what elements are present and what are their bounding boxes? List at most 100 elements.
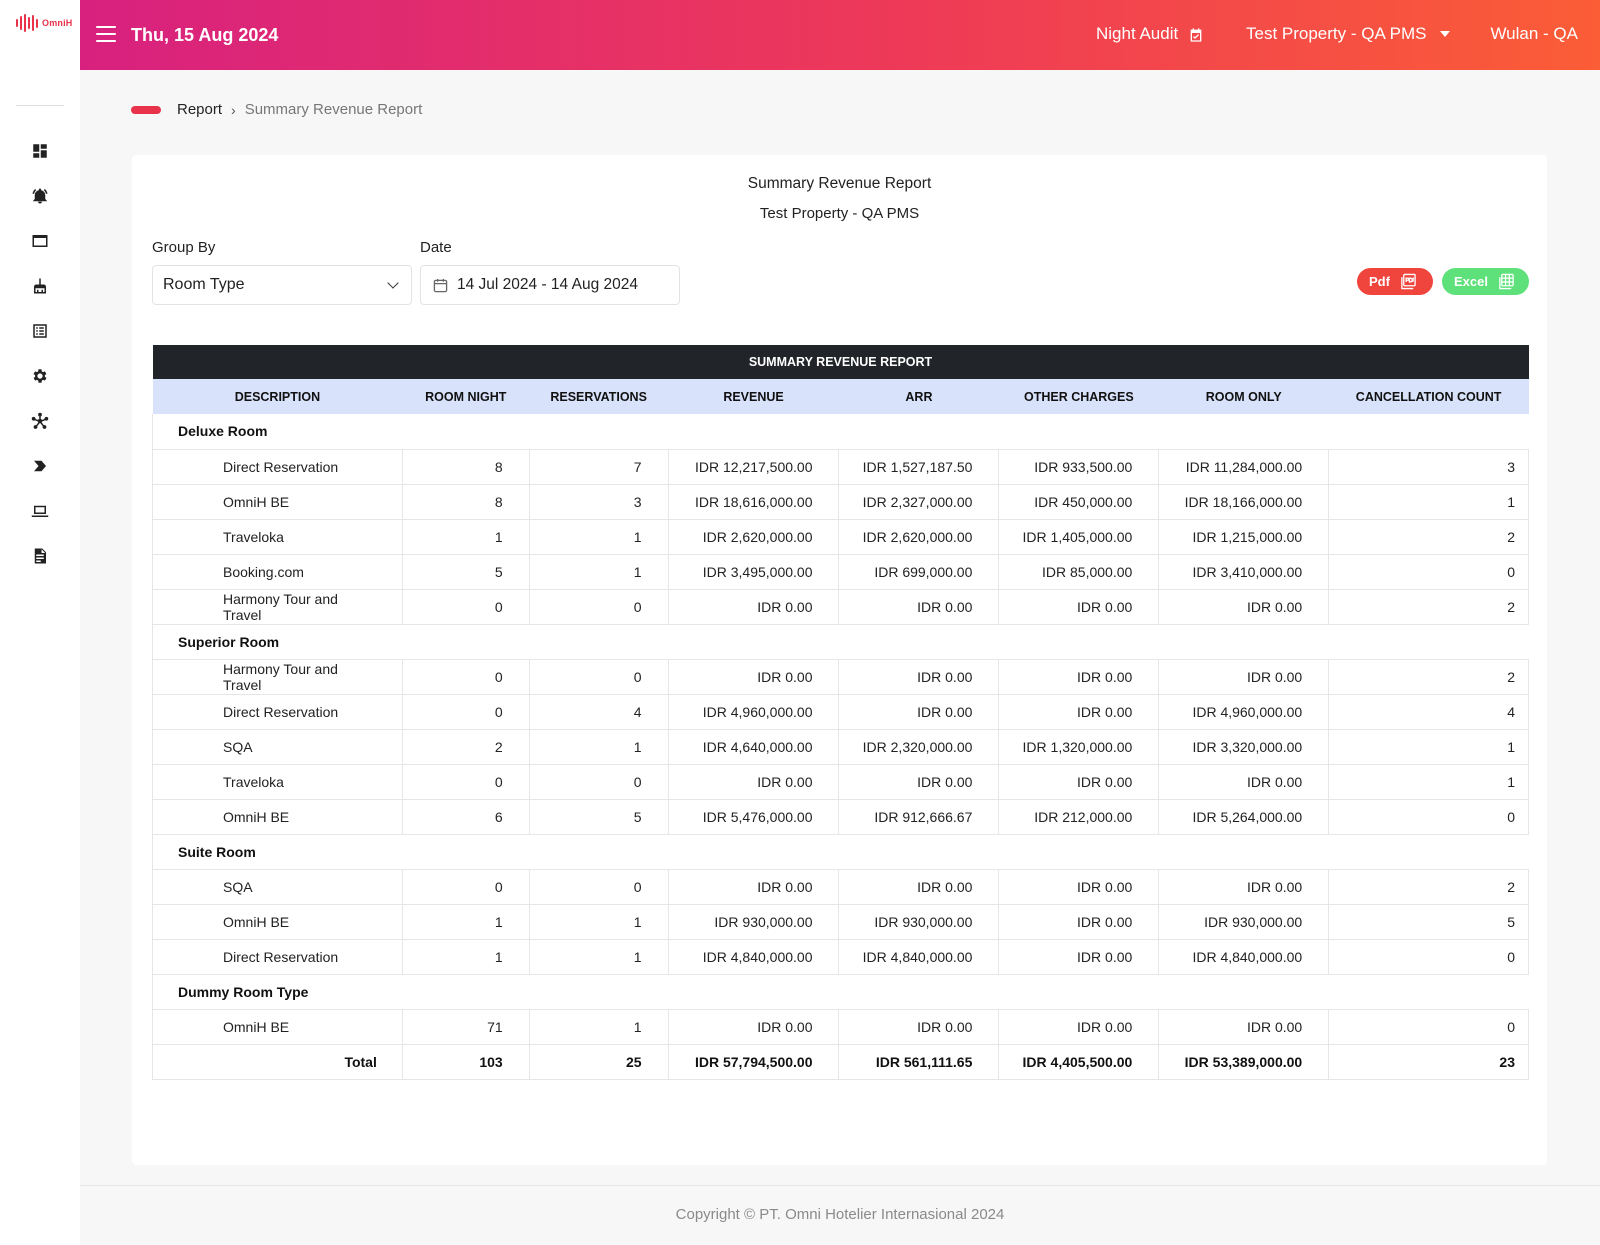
table-cell: 1 <box>402 939 530 975</box>
table-cell: 2 <box>1328 519 1529 555</box>
table-cell: 0 <box>402 589 530 625</box>
table-row: Direct Reservation 1 1 IDR 4,840,000.00 IDR … <box>152 939 1529 975</box>
table-cell: IDR 0.00 <box>998 764 1160 800</box>
sidebar-item-channel[interactable] <box>0 398 80 443</box>
table-cell: Direct Reservation <box>152 939 403 975</box>
total-cell: IDR 53,389,000.00 <box>1158 1044 1330 1080</box>
table-cell: IDR 0.00 <box>668 589 840 625</box>
omnih-logo[interactable]: OmniH <box>16 14 73 32</box>
business-date: Thu, 15 Aug 2024 <box>131 25 279 45</box>
sidebar-divider <box>16 105 64 106</box>
menu-toggle-icon[interactable] <box>96 26 116 43</box>
footer: Copyright © PT. Omni Hotelier Internasio… <box>80 1185 1600 1245</box>
sidebar-item-frontdesk[interactable] <box>0 218 80 263</box>
property-name: Test Property - QA PMS <box>1246 24 1427 43</box>
table-cell: 3 <box>1328 449 1529 485</box>
table-cell: Direct Reservation <box>152 694 403 730</box>
sidebar-item-tags[interactable] <box>0 443 80 488</box>
table-cell: IDR 4,840,000.00 <box>838 939 1000 975</box>
table-cell: IDR 3,495,000.00 <box>668 554 840 590</box>
table-cell: IDR 1,527,187.50 <box>838 449 1000 485</box>
sidebar-item-settings[interactable] <box>0 353 80 398</box>
table-cell: 8 <box>402 484 530 520</box>
table-cell: SQA <box>152 869 403 905</box>
table-cell: 0 <box>529 764 669 800</box>
table-cell: IDR 0.00 <box>1158 1009 1330 1045</box>
group-name: Deluxe Room <box>152 414 1529 450</box>
table-cell: 5 <box>1328 904 1529 940</box>
chevron-down-icon <box>387 277 399 289</box>
table-cell: IDR 912,666.67 <box>838 799 1000 835</box>
sidebar-item-reports[interactable] <box>0 533 80 578</box>
table-cell: 1 <box>529 519 669 555</box>
window-icon <box>32 234 48 247</box>
user-menu[interactable]: Wulan - QA <box>1490 24 1578 43</box>
breadcrumb: Report › Summary Revenue Report <box>131 101 422 118</box>
night-audit-label: Night Audit <box>1096 24 1179 43</box>
logo-mark-icon <box>16 14 38 32</box>
chevron-right-icon: › <box>231 101 236 118</box>
table-cell: IDR 2,620,000.00 <box>838 519 1000 555</box>
bell-icon <box>32 188 48 203</box>
table-cell: 1 <box>529 554 669 590</box>
table-cell: 1 <box>1328 764 1529 800</box>
housekeeping-icon <box>34 278 46 293</box>
sidebar-item-list[interactable] <box>0 308 80 353</box>
table-cell: SQA <box>152 729 403 765</box>
export-excel-button[interactable]: Excel <box>1442 268 1529 295</box>
dashboard-icon <box>33 143 47 158</box>
table-cell: 1 <box>402 904 530 940</box>
gear-icon <box>33 368 47 383</box>
table-cell: 5 <box>529 799 669 835</box>
table-cell: 1 <box>1328 729 1529 765</box>
table-cell: 1 <box>529 904 669 940</box>
arrow-tag-icon <box>34 460 46 471</box>
table-cell: IDR 0.00 <box>838 869 1000 905</box>
breadcrumb-report-link[interactable]: Report <box>177 101 223 118</box>
group-by-select[interactable]: Room Type <box>152 265 412 305</box>
table-cell: 0 <box>402 659 530 695</box>
copyright-text: Copyright © PT. Omni Hotelier Internasio… <box>675 1206 1005 1223</box>
table-cell: IDR 0.00 <box>838 1009 1000 1045</box>
table-cell: IDR 4,840,000.00 <box>668 939 840 975</box>
property-selector[interactable]: Test Property - QA PMS <box>1246 24 1451 44</box>
table-cell: IDR 0.00 <box>668 1009 840 1045</box>
table-cell: IDR 0.00 <box>998 694 1160 730</box>
table-cell: IDR 0.00 <box>838 764 1000 800</box>
table-cell: 8 <box>402 449 530 485</box>
sidebar-item-devices[interactable] <box>0 488 80 533</box>
date-range-input[interactable]: 14 Jul 2024 - 14 Aug 2024 <box>420 265 680 305</box>
table-cell: IDR 2,620,000.00 <box>668 519 840 555</box>
table-cell: 0 <box>529 589 669 625</box>
calendar-check-icon <box>1190 28 1202 42</box>
sidebar-item-housekeeping[interactable] <box>0 263 80 308</box>
table-cell: 0 <box>402 869 530 905</box>
table-cell: IDR 1,320,000.00 <box>998 729 1160 765</box>
table-cell: IDR 2,320,000.00 <box>838 729 1000 765</box>
sidebar-nav <box>0 128 80 578</box>
table-cell: IDR 18,616,000.00 <box>668 484 840 520</box>
pdf-label: Pdf <box>1369 274 1390 289</box>
table-cell: 3 <box>529 484 669 520</box>
sidebar-item-notifications[interactable] <box>0 173 80 218</box>
export-pdf-button[interactable]: Pdf <box>1357 268 1433 295</box>
table-cell: 5 <box>402 554 530 590</box>
column-header: ROOM ONLY <box>1158 379 1329 414</box>
column-header: ROOM NIGHT <box>402 379 530 414</box>
sidebar-item-dashboard[interactable] <box>0 128 80 173</box>
table-cell: 0 <box>529 659 669 695</box>
table-cell: IDR 4,640,000.00 <box>668 729 840 765</box>
group-by-label: Group By <box>152 239 216 256</box>
list-icon <box>33 323 47 338</box>
table-row: OmniH BE 71 1 IDR 0.00 IDR 0.00 IDR 0.00 IDR 0… <box>152 1009 1529 1045</box>
table-cell: Traveloka <box>152 764 403 800</box>
table-cell: 6 <box>402 799 530 835</box>
table-cell: 2 <box>1328 589 1529 625</box>
table-cell: 4 <box>529 694 669 730</box>
laptop-icon <box>31 505 49 517</box>
group-row: Suite Room <box>152 834 1529 870</box>
night-audit-button[interactable]: Night Audit <box>1096 24 1204 44</box>
table-cell: 7 <box>529 449 669 485</box>
table-cell: IDR 4,960,000.00 <box>1158 694 1330 730</box>
table-cell: IDR 450,000.00 <box>998 484 1160 520</box>
